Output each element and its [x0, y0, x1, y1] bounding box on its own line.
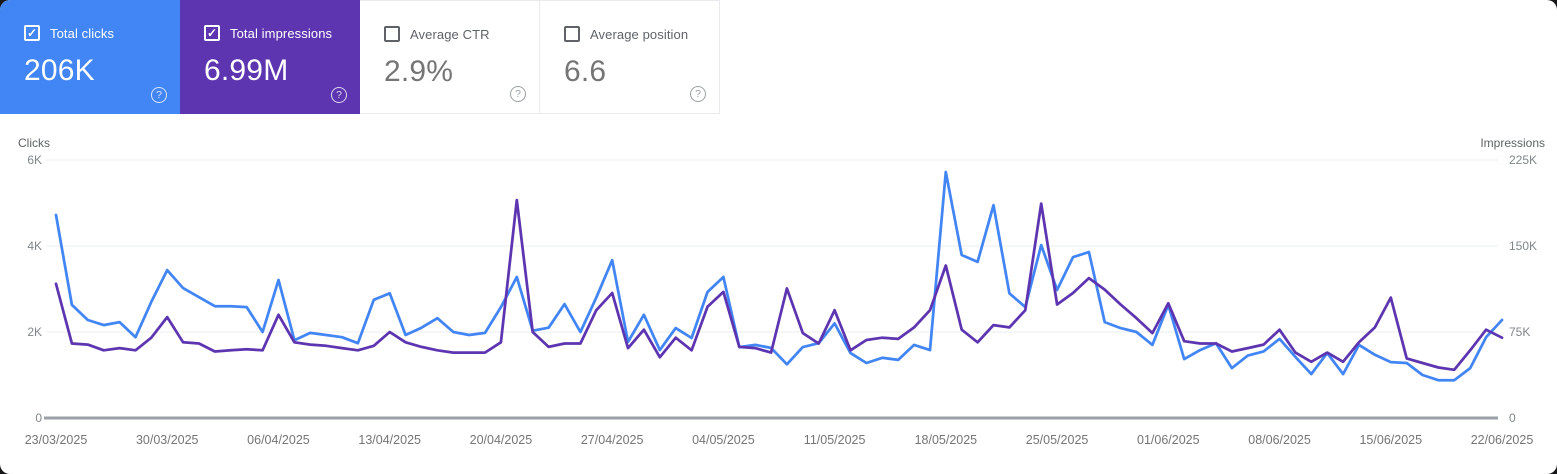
total-clicks-checkbox[interactable]: ✓: [24, 25, 40, 41]
total-impressions-checkbox[interactable]: ✓: [204, 25, 220, 41]
average-ctr-label: Average CTR: [410, 26, 490, 42]
average-ctr-checkbox[interactable]: [384, 26, 400, 42]
clicks-line: [54, 170, 1504, 382]
help-icon[interactable]: ?: [510, 86, 526, 102]
impressions-line: [54, 198, 1504, 372]
average-ctr-value: 2.9%: [384, 55, 454, 88]
card-header: Average CTR: [384, 26, 539, 42]
average-position-label: Average position: [590, 26, 689, 42]
card-header: ✓ Total clicks: [24, 25, 180, 41]
card-header: Average position: [564, 26, 719, 42]
average-position-value: 6.6: [564, 55, 607, 88]
total-impressions-label: Total impressions: [230, 25, 333, 41]
metric-card-total-impressions[interactable]: ✓ Total impressions 6.99M ?: [180, 0, 360, 114]
help-icon[interactable]: ?: [690, 86, 706, 102]
metric-card-total-clicks[interactable]: ✓ Total clicks 206K ?: [0, 0, 180, 114]
help-icon[interactable]: ?: [331, 87, 347, 103]
total-clicks-label: Total clicks: [50, 25, 115, 41]
card-header: ✓ Total impressions: [204, 25, 360, 41]
help-icon[interactable]: ?: [151, 87, 167, 103]
total-impressions-value: 6.99M: [204, 54, 289, 87]
metric-card-average-position[interactable]: Average position 6.6 ?: [540, 0, 720, 114]
total-clicks-value: 206K: [24, 54, 95, 87]
metric-card-average-ctr[interactable]: Average CTR 2.9% ?: [360, 0, 540, 114]
average-position-checkbox[interactable]: [564, 26, 580, 42]
metric-cards: ✓ Total clicks 206K ? ✓ Total impression…: [0, 0, 720, 114]
